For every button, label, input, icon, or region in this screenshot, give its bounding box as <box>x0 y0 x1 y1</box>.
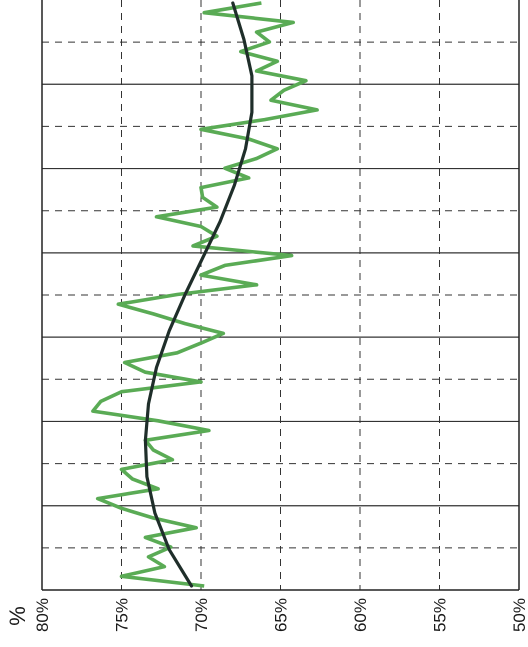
unit-label: % <box>5 606 30 626</box>
axes <box>41 0 520 591</box>
trend-line <box>143 1 254 588</box>
tick-label: 80% <box>33 598 52 632</box>
tick-labels: 80% 75% 70% 65% 60% 55% 50%% <box>5 598 528 632</box>
tick-label: 70% <box>192 598 211 632</box>
tick-label: 65% <box>272 598 291 632</box>
tick-label: 50% <box>510 598 528 632</box>
tick-label: 60% <box>351 598 370 632</box>
tick-label: 55% <box>431 598 450 632</box>
series-line <box>91 1 319 588</box>
series-layer <box>91 1 319 588</box>
grid <box>42 0 519 590</box>
tick-label: 75% <box>113 598 132 632</box>
